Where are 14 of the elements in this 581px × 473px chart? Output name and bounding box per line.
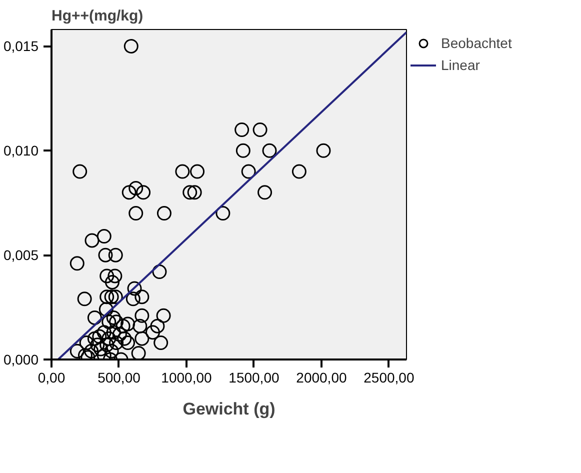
x-axis-title: Gewicht (g) <box>182 400 276 418</box>
y-tick-label: 0,000 <box>3 352 39 368</box>
y-tick-label: 0,015 <box>3 38 39 54</box>
x-tick-label: 1500,00 <box>228 370 280 386</box>
x-tick-label: 500,00 <box>98 370 141 386</box>
y-tick-label: 0,010 <box>3 142 39 159</box>
x-tick-label: 1000,00 <box>161 370 212 386</box>
x-tick-label: 0,00 <box>38 370 66 386</box>
y-axis-title: Hg++(mg/kg) <box>52 8 144 24</box>
x-tick-label: 2500,00 <box>364 370 414 386</box>
x-tick-label: 2000,00 <box>296 370 347 386</box>
legend-label: Beobachtet <box>441 35 512 51</box>
y-tick-label: 0,005 <box>3 247 39 264</box>
legend-label: Linear <box>441 57 480 73</box>
